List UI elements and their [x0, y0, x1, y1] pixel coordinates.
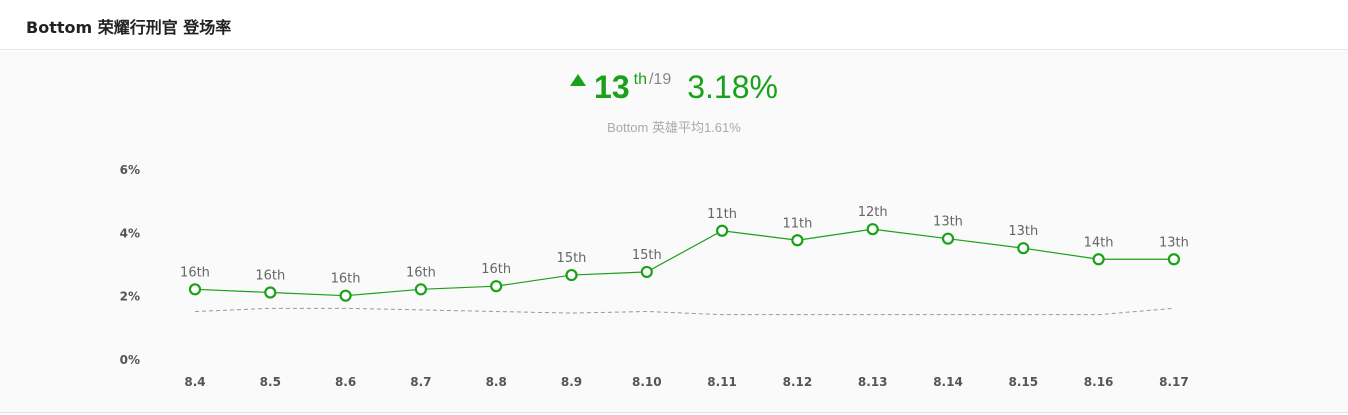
y-tick-label: 0% [120, 353, 140, 367]
panel-header: Bottom 荣耀行刑官 登场率 [0, 0, 1348, 50]
average-note: Bottom 英雄平均1.61% [607, 120, 741, 135]
point-rank-label: 16th [255, 269, 285, 284]
x-tick-label: 8.11 [707, 375, 737, 389]
x-tick-label: 8.12 [783, 375, 813, 389]
point-rank-label: 16th [481, 262, 511, 277]
data-point [339, 289, 352, 302]
x-tick-label: 8.17 [1159, 375, 1189, 389]
point-rank-label: 13th [1008, 224, 1038, 239]
data-point [264, 286, 277, 299]
x-tick-label: 8.9 [561, 375, 582, 389]
y-tick-label: 2% [120, 290, 140, 304]
x-tick-label: 8.16 [1084, 375, 1114, 389]
x-tick-label: 8.5 [260, 375, 281, 389]
point-rank-label: 12th [858, 205, 888, 220]
rank-suffix: th [633, 70, 647, 88]
point-rank-label: 16th [180, 265, 210, 280]
data-point [715, 224, 729, 237]
point-rank-label: 13th [1159, 235, 1189, 250]
x-tick-label: 8.10 [632, 375, 662, 389]
data-point [1092, 253, 1105, 266]
y-tick-label: 4% [120, 226, 140, 240]
x-tick-label: 8.4 [184, 375, 205, 389]
point-rank-label: 15th [632, 248, 662, 263]
data-point [866, 223, 879, 236]
pick-rate-series-line [194, 228, 1174, 297]
data-point [565, 268, 578, 282]
x-tick-label: 8.15 [1008, 375, 1038, 389]
rank-total: /19 [648, 70, 672, 88]
trend-up-icon [570, 73, 587, 86]
x-tick-label: 8.6 [335, 375, 356, 389]
page-title: Bottom 荣耀行刑官 登场率 [26, 18, 232, 37]
data-point [490, 280, 503, 293]
point-rank-label: 11th [782, 216, 812, 231]
point-rank-label: 14th [1084, 235, 1114, 250]
x-tick-label: 8.8 [486, 375, 507, 389]
y-tick-label: 6% [120, 163, 140, 177]
point-rank-label: 16th [406, 265, 436, 280]
rank-value: 13 [594, 69, 630, 105]
data-point [1017, 242, 1030, 255]
data-point [188, 283, 202, 296]
data-point [414, 283, 427, 296]
data-point [640, 265, 653, 279]
pick-rate-value: 3.18% [687, 69, 778, 105]
point-rank-label: 13th [933, 215, 963, 230]
data-point [941, 232, 955, 245]
point-rank-label: 15th [557, 251, 587, 266]
average-series-line [194, 307, 1174, 316]
x-tick-label: 8.14 [933, 375, 963, 389]
x-tick-label: 8.13 [858, 375, 888, 389]
point-rank-label: 16th [331, 272, 361, 287]
data-point [1167, 253, 1181, 266]
point-rank-label: 11th [707, 207, 737, 222]
x-tick-label: 8.7 [410, 375, 431, 389]
data-point [791, 234, 804, 247]
